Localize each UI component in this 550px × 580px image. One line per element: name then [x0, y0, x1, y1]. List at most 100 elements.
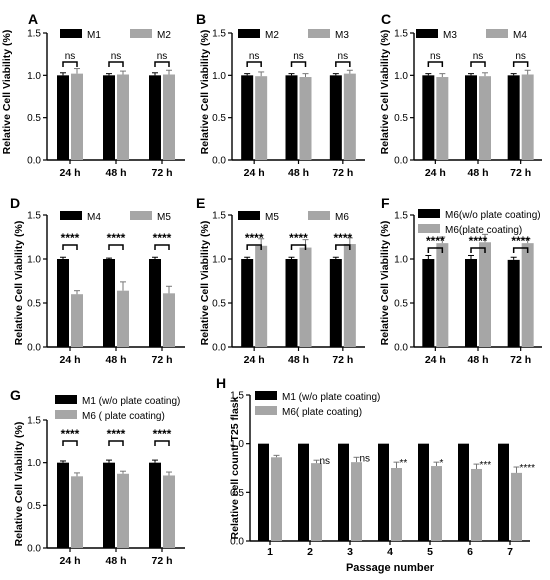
legend-swatch-C [486, 29, 508, 38]
y-tick-label-H: 0.0 [230, 537, 244, 548]
bar-H-M6( plate coating)-6 [471, 468, 482, 541]
x-tick-label-F: 24 h [425, 354, 446, 366]
x-tick-label-H: 1 [267, 546, 273, 558]
bar-B-M3-48 h [299, 77, 312, 160]
y-tick-label-C: 1.0 [394, 71, 408, 82]
y-tick-label-D: 0.5 [27, 299, 41, 310]
panel-letter-A: A [28, 11, 38, 27]
significance-bracket-B [290, 61, 307, 67]
significance-bracket-F [512, 247, 529, 253]
bar-D-M5-24 h [71, 294, 83, 347]
significance-label-H: ** [400, 458, 408, 469]
significance-bracket-C [512, 61, 529, 67]
bar-H-M1 (w/o plate coating)-6 [458, 443, 469, 541]
bar-H-M6( plate coating)-4 [391, 468, 402, 541]
bar-C-M4-48 h [479, 76, 491, 160]
bar-H-M6( plate coating)-3 [351, 462, 362, 541]
y-tick-label-D: 1.0 [27, 255, 41, 266]
bar-E-M5-72 h [329, 259, 342, 347]
x-tick-label-E: 72 h [332, 354, 353, 366]
significance-bracket-B [335, 61, 351, 67]
bar-C-M3-72 h [507, 75, 520, 160]
significance-label-H: ns [360, 453, 371, 464]
y-tick-label-F: 1.5 [394, 211, 408, 222]
significance-bracket-D [108, 244, 124, 250]
x-tick-label-H: 6 [467, 546, 473, 558]
y-tick-label-G: 1.5 [27, 416, 41, 427]
y-axis-label-E: Relative Cell Viability (%) [199, 221, 211, 346]
significance-bracket-D [62, 244, 78, 250]
y-axis-label-F: Relative Cell Viability (%) [379, 221, 391, 346]
legend-label-A: M1 [87, 30, 101, 41]
bar-F-M6(plate coating)-72 h [521, 243, 534, 347]
bar-B-M2-24 h [241, 75, 254, 160]
significance-bracket-G [62, 440, 78, 446]
significance-label-A: ns [111, 51, 122, 62]
y-tick-label-B: 1.5 [212, 29, 226, 40]
y-tick-label-F: 1.0 [394, 255, 408, 266]
x-tick-label-G: 24 h [59, 555, 80, 567]
y-tick-label-G: 1.0 [27, 458, 41, 469]
significance-bracket-F [427, 247, 444, 253]
y-tick-label-A: 1.5 [27, 29, 41, 40]
y-tick-label-E: 1.0 [212, 255, 226, 266]
significance-label-D: **** [61, 231, 80, 245]
y-tick-label-B: 1.0 [212, 71, 226, 82]
significance-bracket-E [335, 244, 351, 250]
legend-swatch-G [55, 410, 77, 419]
y-tick-label-A: 0.5 [27, 113, 41, 124]
x-tick-label-G: 48 h [105, 555, 126, 567]
x-tick-label-H: 3 [347, 546, 353, 558]
legend-swatch-D [130, 211, 152, 220]
bar-H-M1 (w/o plate coating)-7 [498, 443, 509, 541]
x-tick-label-C: 48 h [467, 167, 488, 179]
panel-letter-D: D [10, 195, 20, 211]
significance-bracket-E [246, 244, 262, 250]
y-axis-label-D: Relative Cell Viability (%) [13, 221, 25, 346]
legend-swatch-G [55, 395, 77, 404]
legend-label-F: M6(plate coating) [445, 225, 522, 236]
bar-C-M4-24 h [436, 77, 449, 160]
bar-E-M5-48 h [285, 259, 298, 347]
bar-D-M5-48 h [117, 290, 129, 347]
bar-H-M6( plate coating)-7 [511, 472, 522, 541]
legend-swatch-A [60, 29, 82, 38]
significance-label-A: ns [65, 51, 76, 62]
bar-A-M1-48 h [103, 75, 115, 160]
bar-D-M4-72 h [149, 259, 161, 347]
significance-label-G: **** [107, 427, 126, 441]
significance-label-C: ns [515, 51, 526, 62]
x-tick-label-D: 72 h [151, 354, 172, 366]
x-tick-label-A: 24 h [59, 167, 80, 179]
significance-label-H: *** [480, 460, 492, 471]
y-tick-label-B: 0.5 [212, 113, 226, 124]
significance-label-H: * [440, 458, 444, 469]
bar-E-M6-48 h [299, 247, 312, 347]
legend-swatch-D [60, 211, 82, 220]
bar-A-M2-48 h [117, 74, 129, 160]
significance-label-H: **** [520, 463, 536, 474]
significance-label-B: ns [249, 51, 260, 62]
x-tick-label-G: 72 h [151, 555, 172, 567]
significance-label-A: ns [157, 51, 168, 62]
y-axis-label-C: Relative Cell Viability (%) [379, 30, 391, 155]
significance-label-F: **** [426, 234, 445, 248]
legend-label-H: M1 (w/o plate coating) [282, 392, 380, 403]
x-tick-label-H: 4 [387, 546, 393, 558]
significance-label-G: **** [153, 427, 172, 441]
bar-B-M3-72 h [343, 73, 356, 160]
y-tick-label-H: 1.5 [230, 391, 244, 402]
legend-label-F: M6(w/o plate coating) [445, 210, 541, 221]
bar-B-M2-48 h [285, 75, 298, 160]
significance-label-C: ns [430, 51, 441, 62]
bar-G-M6 ( plate coating)-24 h [71, 476, 83, 548]
bar-G-M6 ( plate coating)-72 h [163, 475, 175, 548]
bar-H-M1 (w/o plate coating)-2 [298, 443, 309, 541]
legend-label-E: M5 [265, 212, 279, 223]
y-tick-label-G: 0.0 [27, 544, 41, 555]
bar-H-M6( plate coating)-1 [271, 457, 282, 541]
y-tick-label-A: 1.0 [27, 71, 41, 82]
bar-C-M4-72 h [521, 74, 534, 160]
y-tick-label-D: 1.5 [27, 211, 41, 222]
y-axis-label-A: Relative Cell Viability (%) [1, 30, 13, 155]
